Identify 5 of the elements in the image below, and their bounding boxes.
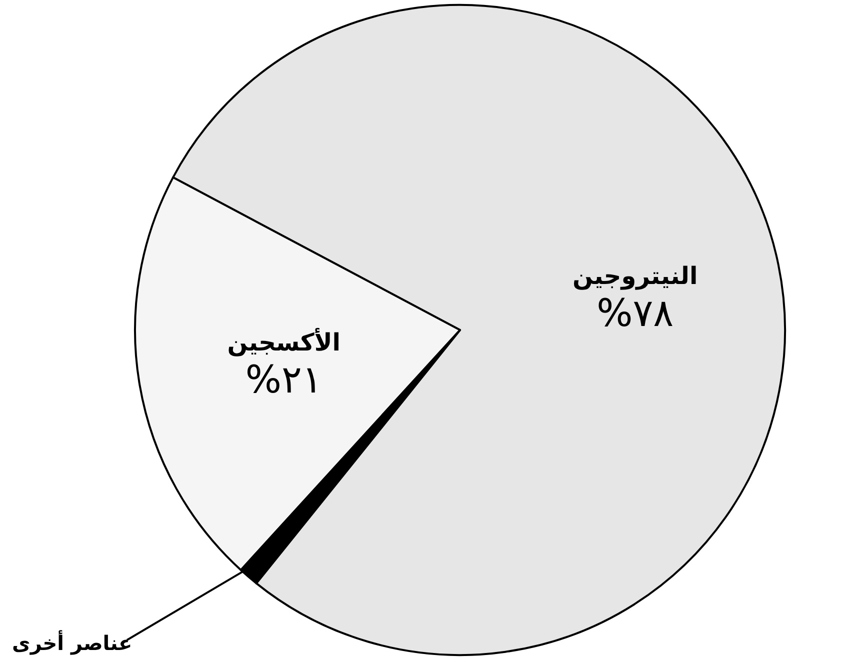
slice-label: النيتروجين — [572, 262, 698, 290]
data-label: %٢١ — [245, 357, 322, 402]
slice-label: الأكسجين — [227, 327, 340, 356]
data-label: %٧٨ — [596, 291, 674, 336]
slice-label: عناصر أخرى — [12, 630, 132, 655]
